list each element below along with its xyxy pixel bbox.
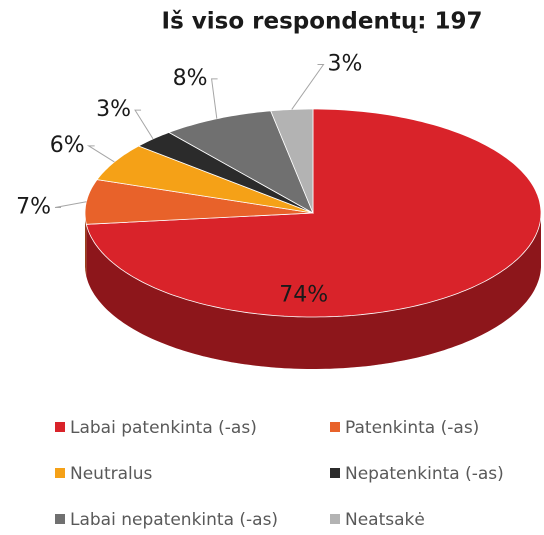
data-label: 74% — [279, 283, 328, 308]
legend-swatch — [55, 468, 65, 478]
data-label: 3% — [96, 97, 131, 122]
legend-swatch — [330, 514, 340, 524]
legend-label: Labai nepatenkinta (-as) — [70, 510, 278, 530]
legend-label: Nepatenkinta (-as) — [345, 464, 504, 484]
legend-label: Neutralus — [70, 464, 153, 484]
leader-line — [86, 145, 115, 163]
slice — [270, 108, 314, 214]
data-label: 6% — [50, 133, 85, 158]
slice-side — [85, 213, 87, 277]
data-label: 7% — [16, 194, 51, 219]
leader-line — [54, 201, 87, 208]
legend-swatch — [55, 514, 65, 524]
slice-side-shade — [86, 213, 542, 369]
chart-title: Iš viso respondentų: 197 — [162, 9, 483, 35]
legend-label: Patenkinta (-as) — [345, 418, 479, 438]
legend-label: Labai patenkinta (-as) — [70, 418, 257, 438]
slice-side — [86, 213, 542, 369]
legend-swatch — [330, 422, 340, 432]
leader-line — [211, 78, 218, 119]
leader-line — [134, 109, 154, 140]
slice-side-shade — [85, 213, 87, 277]
data-label: 3% — [328, 52, 363, 77]
leader-line — [291, 64, 325, 110]
legend-swatch — [330, 468, 340, 478]
data-label: 8% — [173, 66, 208, 91]
slice — [85, 108, 542, 318]
slice — [96, 145, 314, 214]
legend-label: Neatsakė — [345, 510, 425, 530]
legend-swatch — [55, 422, 65, 432]
